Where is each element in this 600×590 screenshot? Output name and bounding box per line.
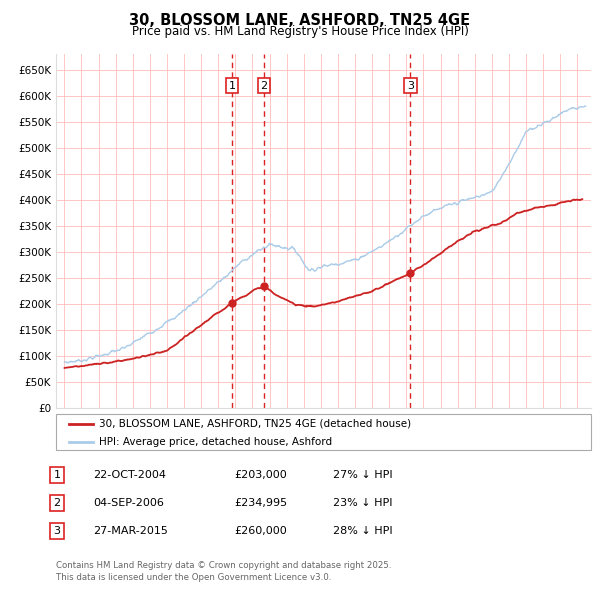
Text: 1: 1	[53, 470, 61, 480]
Text: £234,995: £234,995	[234, 498, 287, 507]
Text: HPI: Average price, detached house, Ashford: HPI: Average price, detached house, Ashf…	[98, 437, 332, 447]
Text: 1: 1	[229, 80, 236, 90]
Text: 3: 3	[53, 526, 61, 536]
Text: 27-MAR-2015: 27-MAR-2015	[93, 526, 168, 536]
Text: £203,000: £203,000	[234, 470, 287, 480]
Text: 22-OCT-2004: 22-OCT-2004	[93, 470, 166, 480]
Text: Contains HM Land Registry data © Crown copyright and database right 2025.
This d: Contains HM Land Registry data © Crown c…	[56, 561, 391, 582]
Text: Price paid vs. HM Land Registry's House Price Index (HPI): Price paid vs. HM Land Registry's House …	[131, 25, 469, 38]
Text: 04-SEP-2006: 04-SEP-2006	[93, 498, 164, 507]
Text: 30, BLOSSOM LANE, ASHFORD, TN25 4GE: 30, BLOSSOM LANE, ASHFORD, TN25 4GE	[130, 13, 470, 28]
Text: 28% ↓ HPI: 28% ↓ HPI	[333, 526, 392, 536]
FancyBboxPatch shape	[56, 414, 591, 450]
Text: £260,000: £260,000	[234, 526, 287, 536]
Text: 3: 3	[407, 80, 414, 90]
Text: 30, BLOSSOM LANE, ASHFORD, TN25 4GE (detached house): 30, BLOSSOM LANE, ASHFORD, TN25 4GE (det…	[98, 419, 411, 429]
Text: 2: 2	[53, 498, 61, 507]
Text: 27% ↓ HPI: 27% ↓ HPI	[333, 470, 392, 480]
Text: 23% ↓ HPI: 23% ↓ HPI	[333, 498, 392, 507]
Text: 2: 2	[260, 80, 268, 90]
